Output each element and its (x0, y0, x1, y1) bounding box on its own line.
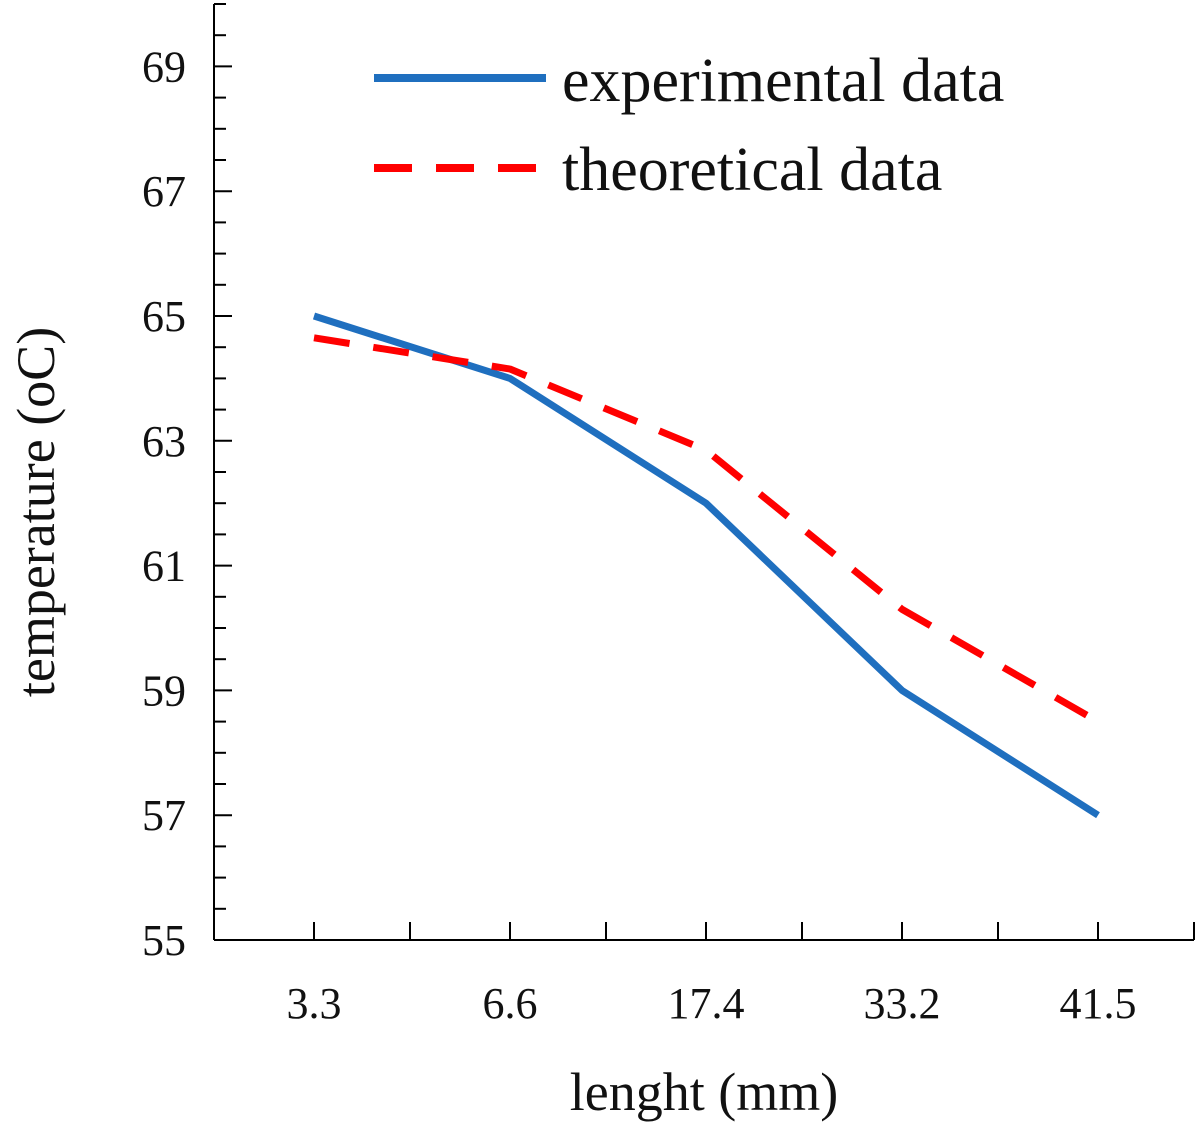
x-tick-label: 41.5 (1060, 979, 1137, 1028)
series-line-theoretical (313, 334, 1100, 725)
legend-label-theoretical: theoretical data (562, 136, 942, 204)
y-tick-label: 65 (142, 292, 186, 341)
y-ticks: 55 57 59 61 63 65 67 69 (142, 3, 232, 965)
x-axis-title: lenght (mm) (570, 1062, 838, 1122)
y-tick-label: 67 (142, 167, 186, 216)
y-tick-label: 55 (142, 916, 186, 965)
x-ticks: 3.3 6.6 17.4 33.2 41.5 (213, 922, 1195, 1028)
y-tick-label: 69 (142, 42, 186, 91)
y-tick-label: 59 (142, 666, 186, 715)
x-tick-label: 6.6 (483, 979, 538, 1028)
legend-label-experimental: experimental data (562, 47, 1004, 115)
legend: experimental data theoretical data (374, 47, 1004, 204)
y-axis-title: temperature (oC) (6, 327, 66, 697)
y-tick-label: 61 (142, 542, 186, 591)
x-tick-label: 33.2 (864, 979, 941, 1028)
series-line-experimental (312, 312, 1100, 819)
x-tick-label: 17.4 (668, 979, 745, 1028)
x-tick-label: 3.3 (287, 979, 342, 1028)
y-tick-label: 57 (142, 791, 186, 840)
series-layer (312, 312, 1100, 819)
y-tick-label: 63 (142, 417, 186, 466)
